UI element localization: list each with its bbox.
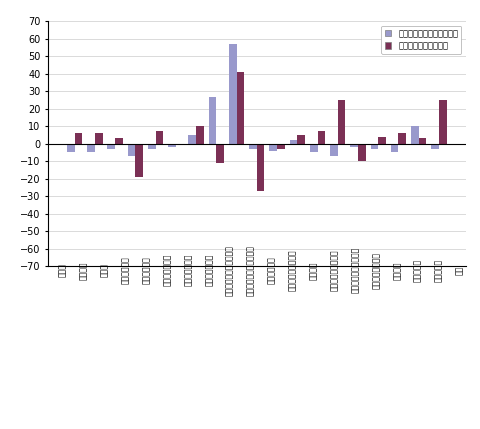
Bar bbox=[269, 144, 277, 151]
Bar bbox=[75, 133, 83, 144]
Bar bbox=[95, 133, 103, 144]
Bar bbox=[378, 137, 386, 144]
Bar bbox=[317, 132, 325, 144]
Bar bbox=[196, 126, 204, 144]
Bar bbox=[135, 144, 143, 177]
Text: 非鉄金属工業: 非鉄金属工業 bbox=[121, 257, 130, 284]
Legend: 前月比（季節調整済指数）, 前年同月比（原指数）: 前月比（季節調整済指数）, 前年同月比（原指数） bbox=[382, 26, 461, 54]
Bar bbox=[277, 144, 285, 149]
Text: 石油・石炭製品工業: 石油・石炭製品工業 bbox=[330, 249, 339, 291]
Bar bbox=[371, 144, 378, 149]
Text: 鉄鋼業: 鉄鋼業 bbox=[100, 263, 109, 277]
Bar bbox=[411, 126, 419, 144]
Bar bbox=[108, 144, 115, 149]
Text: 訳・紙加工品工業: 訳・紙加工品工業 bbox=[372, 252, 381, 289]
Bar bbox=[209, 97, 216, 144]
Text: 繊維工業: 繊維工業 bbox=[393, 261, 401, 280]
Text: 業務用機械工業: 業務用機械工業 bbox=[204, 254, 214, 287]
Bar bbox=[156, 132, 163, 144]
Bar bbox=[115, 139, 123, 144]
Text: 近工業: 近工業 bbox=[59, 263, 67, 277]
Text: 輸送機械工業: 輸送機械工業 bbox=[267, 257, 276, 284]
Text: はん用機械工業: はん用機械工業 bbox=[163, 254, 172, 287]
Bar bbox=[216, 144, 224, 163]
Bar bbox=[419, 139, 426, 144]
Bar bbox=[289, 140, 297, 144]
Bar bbox=[358, 144, 366, 161]
Bar bbox=[257, 144, 264, 191]
Bar bbox=[398, 133, 406, 144]
Bar bbox=[330, 144, 338, 156]
Bar bbox=[297, 135, 305, 144]
Bar bbox=[229, 44, 237, 144]
Bar bbox=[350, 144, 358, 147]
Text: 製造工業: 製造工業 bbox=[79, 261, 88, 280]
Text: プラスチック製品工業: プラスチック製品工業 bbox=[351, 247, 360, 293]
Bar bbox=[87, 144, 95, 152]
Bar bbox=[189, 135, 196, 144]
Bar bbox=[439, 100, 446, 144]
Bar bbox=[67, 144, 75, 152]
Bar bbox=[237, 72, 244, 144]
Bar bbox=[176, 144, 183, 145]
Bar bbox=[431, 144, 439, 149]
Text: 生産用機械工業: 生産用機械工業 bbox=[184, 254, 193, 287]
Text: 金属製品工業: 金属製品工業 bbox=[142, 257, 151, 284]
Text: その他工業: その他工業 bbox=[434, 259, 444, 282]
Text: 電子部品・デバイス工業: 電子部品・デバイス工業 bbox=[226, 245, 234, 296]
Text: 近業: 近業 bbox=[455, 266, 464, 275]
Bar bbox=[128, 144, 135, 156]
Text: 食料品工業: 食料品工業 bbox=[413, 259, 422, 282]
Bar bbox=[338, 100, 346, 144]
Text: 窯業・土石製品工業: 窯業・土石製品工業 bbox=[288, 249, 297, 291]
Bar bbox=[310, 144, 317, 152]
Bar bbox=[249, 144, 257, 149]
Text: 電気・情報通信機材工業: 電気・情報通信機材工業 bbox=[246, 245, 255, 296]
Text: 化学工業: 化学工業 bbox=[309, 261, 318, 280]
Bar bbox=[391, 144, 398, 152]
Bar bbox=[148, 144, 156, 149]
Bar bbox=[168, 144, 176, 147]
